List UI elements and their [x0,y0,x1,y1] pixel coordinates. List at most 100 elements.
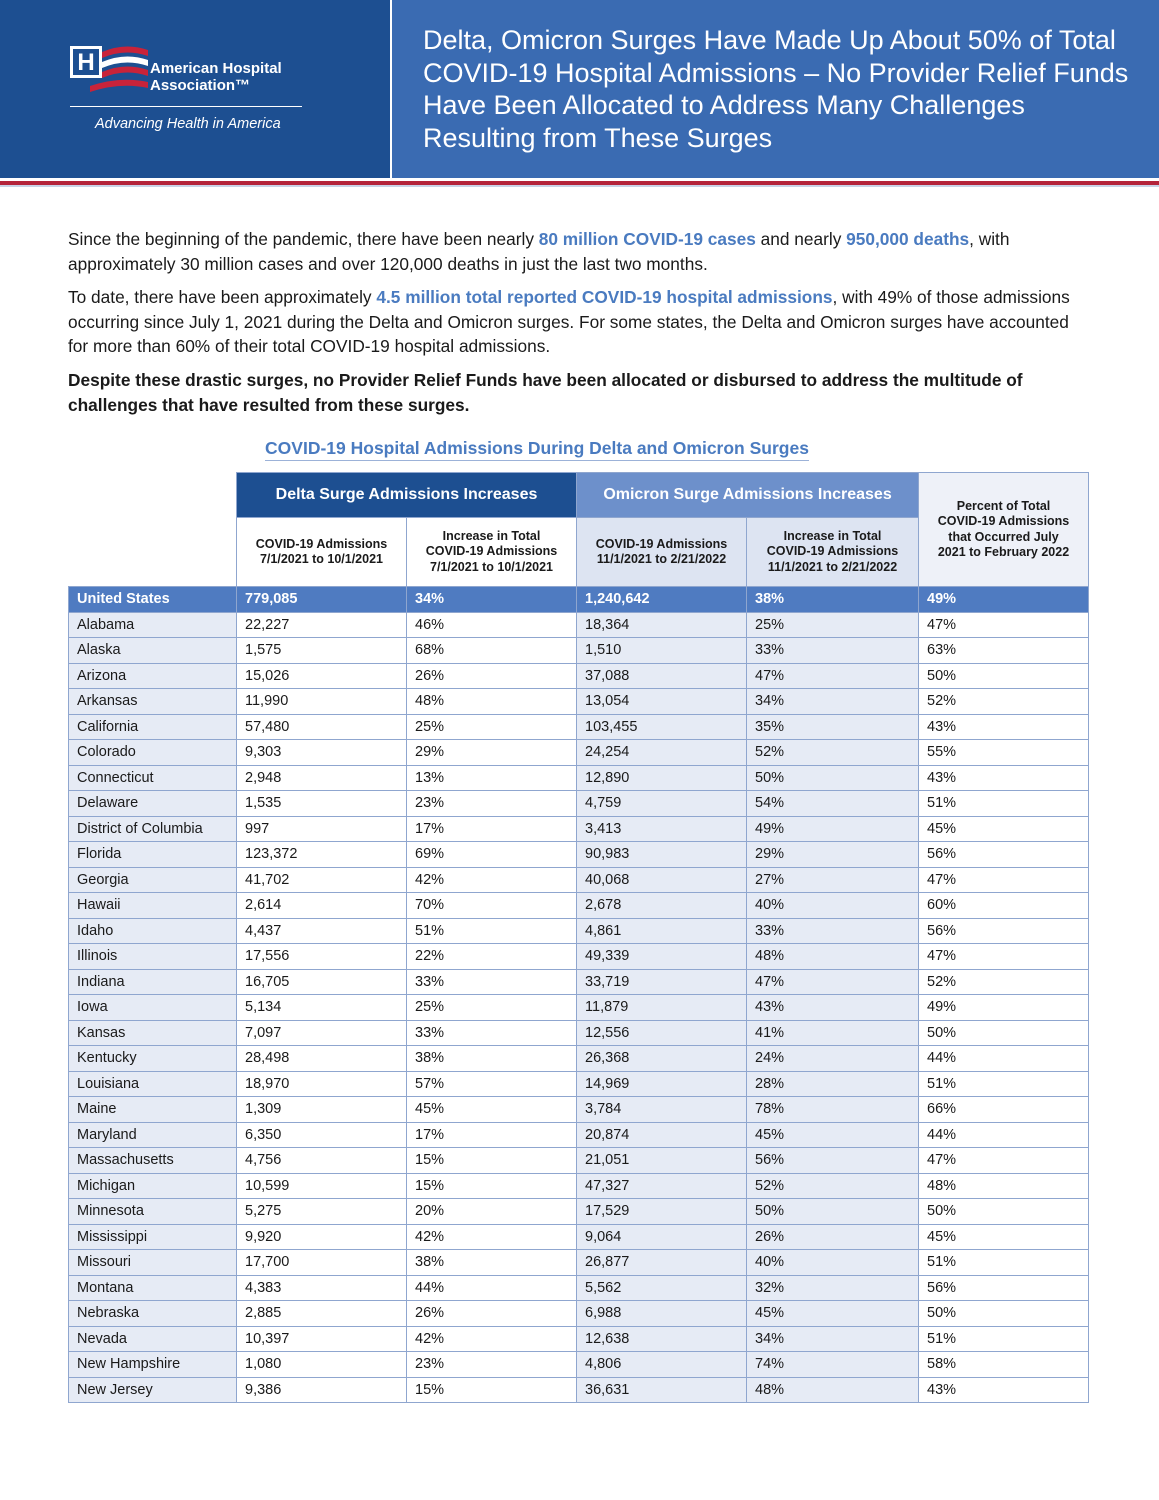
highlight: 950,000 deaths [846,229,970,249]
cell: 36,631 [576,1376,748,1403]
column-header: COVID-19 Admissions 11/1/2021 to 2/21/202… [576,517,748,587]
row-label: Illinois [68,943,237,970]
header-line: COVID-19 Admissions [425,544,558,559]
cell: 15,026 [236,662,407,689]
cell: 46% [405,611,578,638]
cell: 48% [746,1376,920,1403]
column-header: COVID-19 Admissions 7/1/2021 to 10/1/2021 [236,517,407,587]
cell: 23% [405,790,578,817]
cell: 10,397 [236,1325,407,1352]
text: , with 49% of those admissions occurring… [68,287,1070,356]
data-row: Michigan 10,599 15% 47,327 52% 48% [68,1172,1090,1199]
data-row: Louisiana 18,970 57% 14,969 28% 51% [68,1070,1090,1097]
data-row: Alabama 22,227 46% 18,364 25% 47% [68,611,1090,638]
header-line: Increase in Total [783,528,882,543]
cell: 6,988 [576,1300,748,1327]
row-label: Iowa [68,994,237,1021]
cell: 52% [746,1172,920,1199]
row-label: Nebraska [68,1300,237,1327]
data-row: Nevada 10,397 42% 12,638 34% 51% [68,1325,1090,1352]
cell: 47% [918,1147,1090,1174]
cell: 45% [746,1121,920,1148]
cell: 78% [746,1096,920,1123]
cell: 56% [918,917,1090,944]
cell: 4,759 [576,790,748,817]
cell: 27% [746,866,920,893]
row-label: Alabama [68,611,237,638]
header-line: 2021 to February 2022 [937,545,1070,559]
header-row: COVID-19 Admissions 7/1/2021 to 10/1/2021… [69,517,1089,587]
cell: 33% [405,1019,578,1046]
cell: 50% [746,1198,920,1225]
header-band [0,0,390,178]
cell: 49% [746,815,920,842]
cell: 47% [918,611,1090,638]
cell: 26% [405,662,578,689]
cell: 32% [746,1274,920,1301]
total-row: United States 779,085 34% 1,240,642 38% 49% [68,586,1090,613]
cell: 12,556 [576,1019,748,1046]
cell: 1,510 [576,637,748,664]
blank-cell [68,472,237,587]
cell: 18,970 [236,1070,407,1097]
cell: 2,614 [236,892,407,919]
data-row: Mississippi 9,920 42% 9,064 26% 45% [68,1223,1090,1250]
cell: 49,339 [576,943,748,970]
cell: 63% [918,637,1090,664]
cell: 997 [236,815,407,842]
cell: 17% [405,1121,578,1148]
row-label: Georgia [68,866,237,893]
data-row: Missouri 17,700 38% 26,877 40% 51% [68,1249,1090,1276]
data-row: Idaho 4,437 51% 4,861 33% 56% [68,917,1090,944]
row-label: Hawaii [68,892,237,919]
cell: 3,784 [576,1096,748,1123]
cell: 29% [405,739,578,766]
cell: 17,556 [236,943,407,970]
svg-text:H: H [77,49,94,76]
cell: 2,948 [236,764,407,791]
cell: 74% [746,1351,920,1378]
cell: 45% [918,815,1090,842]
cell: 5,134 [236,994,407,1021]
cell: 42% [405,1223,578,1250]
cell: 34% [746,1325,920,1352]
table-title: COVID-19 Hospital Admissions During Delt… [0,438,1159,461]
data-table: Delta Surge Admissions Increases Omicron … [68,472,1090,1403]
cell: 33% [405,968,578,995]
cell: 22,227 [236,611,407,638]
row-label: Michigan [68,1172,237,1199]
cell: 56% [918,1274,1090,1301]
divider [0,181,1159,185]
cell: 51% [918,790,1090,817]
text: To date, there have been approximately [68,287,377,307]
cell: 5,562 [576,1274,748,1301]
cell: 33% [746,917,920,944]
cell: 25% [405,994,578,1021]
header-line: COVID-19 Admissions [595,536,728,551]
cell: 6,350 [236,1121,407,1148]
data-row: Florida 123,372 69% 90,983 29% 56% [68,841,1090,868]
org-line: American Hospital [150,60,282,77]
data-row: Delaware 1,535 23% 4,759 54% 51% [68,790,1090,817]
cell: 44% [405,1274,578,1301]
cell: 49% [918,994,1090,1021]
cell: 34% [746,688,920,715]
org-name: American Hospital Association™ [150,60,282,94]
header-line: COVID-19 Admissions [766,544,899,559]
cell: 47% [746,968,920,995]
cell: 4,861 [576,917,748,944]
cell: 54% [746,790,920,817]
data-row: Georgia 41,702 42% 40,068 27% 47% [68,866,1090,893]
row-label: California [68,713,237,740]
header-line: Percent of Total [956,498,1051,513]
cell: 66% [918,1096,1090,1123]
cell: 20,874 [576,1121,748,1148]
row-label: Arizona [68,662,237,689]
cell: 26% [746,1223,920,1250]
data-row: District of Columbia 997 17% 3,413 49% 45% [68,815,1090,842]
row-label: Florida [68,841,237,868]
cell: 45% [746,1300,920,1327]
cell: 21,051 [576,1147,748,1174]
cell: 24% [746,1045,920,1072]
cell: 13,054 [576,688,748,715]
